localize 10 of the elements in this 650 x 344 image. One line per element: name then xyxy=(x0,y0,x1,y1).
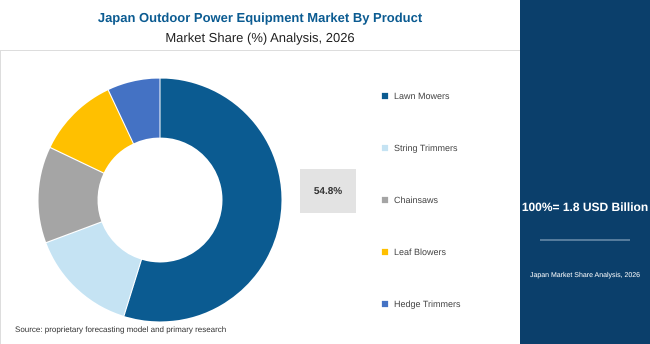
text: 100%= 1.8 USD Billion xyxy=(522,200,648,214)
source-note: Source: proprietary forecasting model and primary research xyxy=(15,325,226,334)
legend-label: String Trimmers xyxy=(394,143,458,153)
chart-title: Japan Outdoor Power Equipment Market By Product xyxy=(98,10,423,25)
legend-label: Hedge Trimmers xyxy=(394,299,462,309)
legend-label: Chainsaws xyxy=(394,195,439,205)
legend-label: Leaf Blowers xyxy=(394,247,447,257)
chart-subtitle: Market Share (%) Analysis, 2026 xyxy=(165,30,355,45)
legend-label: Lawn Mowers xyxy=(394,91,450,101)
data-label: 54.8% xyxy=(314,186,342,197)
